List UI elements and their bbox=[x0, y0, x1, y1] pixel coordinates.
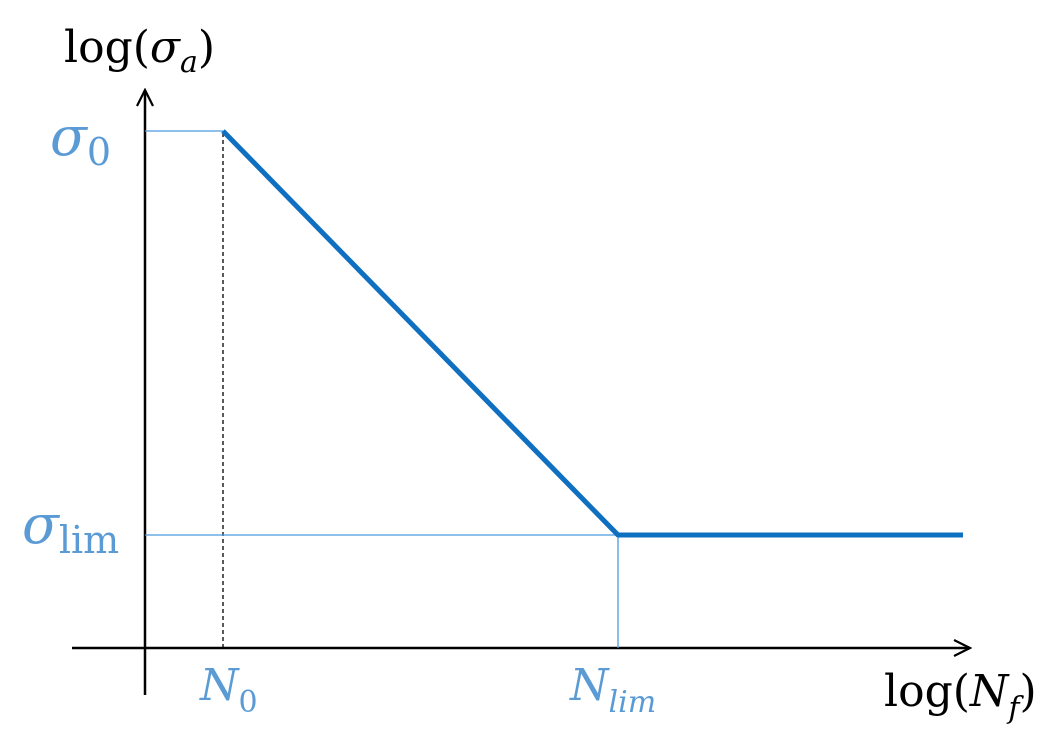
x-axis-label: log(Nf) bbox=[884, 666, 1037, 726]
x-tick-nlim: Nlim bbox=[569, 660, 656, 720]
sn-curve-line bbox=[221, 129, 963, 538]
y-tick-sigma0-symbol: σ bbox=[50, 105, 89, 168]
y-tick-sigmalim: σlim bbox=[22, 493, 119, 562]
y-tick-sigmalim-subscript: lim bbox=[59, 518, 119, 562]
x-tick-n0: N0 bbox=[199, 660, 258, 720]
x-tick-nlim-symbol: N bbox=[569, 660, 610, 711]
x-axis-label-base: log( bbox=[884, 666, 970, 717]
x-axis-label-close: ) bbox=[1020, 666, 1037, 717]
x-axis-label-symbol: N bbox=[969, 666, 1010, 717]
y-tick-sigma0-subscript: 0 bbox=[87, 130, 111, 174]
x-tick-nlim-subscript: lim bbox=[609, 685, 657, 720]
y-axis-label-close: ) bbox=[198, 22, 215, 73]
y-axis-label-base: log( bbox=[64, 22, 150, 73]
y-axis-label: log(σa) bbox=[64, 22, 215, 80]
x-tick-n0-subscript: 0 bbox=[239, 685, 258, 720]
y-axis-label-subscript: a bbox=[180, 45, 198, 80]
x-tick-n0-symbol: N bbox=[199, 660, 240, 711]
y-tick-sigma0: σ0 bbox=[50, 105, 111, 174]
y-axis-label-symbol: σ bbox=[150, 22, 182, 73]
y-tick-sigmalim-symbol: σ bbox=[22, 493, 61, 556]
